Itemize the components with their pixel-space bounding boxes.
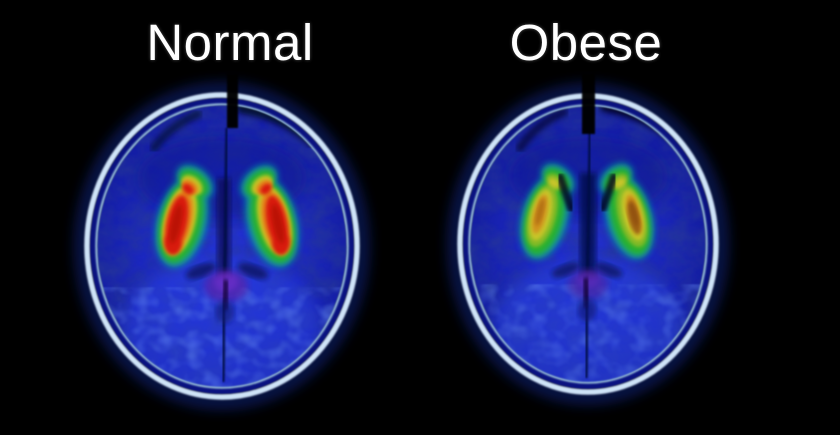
thalamus-region [568,269,608,322]
interhemispheric-notch [227,74,238,128]
panel-label-normal: Normal [146,14,314,71]
right-striatum-dark-core [627,201,641,235]
brain-scan-obese [449,74,727,403]
brain-tissue [97,74,347,387]
panel-label-obese: Obese [509,14,663,71]
head-outline-glow [76,84,368,408]
thalamus-region [204,270,248,324]
brain-scan-normal [76,74,368,408]
brain-tissue [470,74,706,382]
interhemispheric-notch [582,74,595,134]
